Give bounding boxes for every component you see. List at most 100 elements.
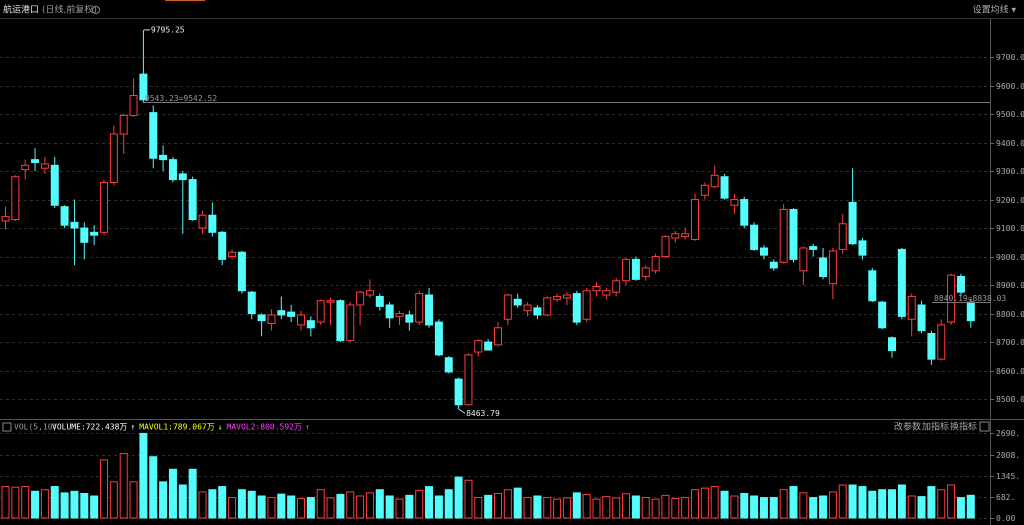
candle-body xyxy=(631,258,640,280)
panel-button[interactable]: 改参数 xyxy=(894,421,921,433)
volume-bar xyxy=(31,490,40,519)
volume-bar xyxy=(208,489,217,519)
candle-body xyxy=(474,340,483,353)
close-box[interactable] xyxy=(979,421,990,432)
volume-bar xyxy=(415,489,424,519)
indicator-label: MAVOL1:789.067万 xyxy=(139,423,214,432)
y-tick-label: 9300.00 xyxy=(996,167,1024,176)
volume-bar xyxy=(100,459,108,519)
volume-bar xyxy=(277,493,286,519)
indicator-label: VOLUME:722.438万 xyxy=(52,423,127,432)
volume-bar xyxy=(188,468,197,519)
candle-body xyxy=(415,293,424,323)
volume-bar xyxy=(80,492,89,519)
ma-menu[interactable]: 设置均线 ▾ xyxy=(973,4,1017,16)
volume-bar xyxy=(888,489,896,519)
y-tick-label: 9600.00 xyxy=(996,82,1024,91)
volume-bar xyxy=(671,498,680,519)
candle-body xyxy=(484,341,493,351)
volume-bar xyxy=(356,495,365,519)
volume-bar xyxy=(691,489,699,519)
volume-bar xyxy=(759,497,768,519)
candle-body xyxy=(267,314,276,325)
volume-bar xyxy=(769,497,778,519)
candle-body xyxy=(572,293,581,323)
volume-bar xyxy=(90,495,99,519)
settings-icon[interactable] xyxy=(92,6,100,14)
candle-body xyxy=(336,300,345,342)
candle-body xyxy=(464,354,473,406)
volume-bar xyxy=(562,497,571,519)
candle-body xyxy=(395,313,404,317)
volume-bar xyxy=(828,491,837,519)
candle-body xyxy=(691,199,699,240)
candle-body xyxy=(494,327,502,346)
volume-bar xyxy=(681,497,690,519)
volume-bar xyxy=(50,486,59,519)
candle-body xyxy=(651,256,660,272)
volume-bar xyxy=(858,486,867,519)
candle-body xyxy=(868,270,877,302)
candle-body xyxy=(799,247,808,272)
volume-bar xyxy=(346,491,355,519)
volume-bar xyxy=(139,432,148,519)
extreme-label: 8463.79 xyxy=(466,409,500,418)
volume-bar xyxy=(70,490,79,519)
volume-bar xyxy=(40,489,49,519)
y-tick-label: 9200.00 xyxy=(996,196,1024,205)
candle-body xyxy=(769,261,778,269)
y-tick-label: 9400.00 xyxy=(996,139,1024,148)
y-tick-label: 8700.00 xyxy=(996,338,1024,347)
volume-bar xyxy=(750,495,759,519)
help-box[interactable] xyxy=(2,422,12,432)
panel-button[interactable]: 换指标 xyxy=(950,421,977,433)
candle-body xyxy=(444,357,453,373)
y-tick-label: 1345. xyxy=(996,472,1020,481)
volume-bar xyxy=(907,495,916,519)
y-tick-label: 2008. xyxy=(996,451,1020,460)
volume-bar xyxy=(297,498,305,519)
candle-body xyxy=(779,209,788,263)
y-tick-label: 682. xyxy=(996,493,1015,502)
candle-body xyxy=(365,290,374,296)
volume-bar xyxy=(444,489,453,519)
candle-body xyxy=(287,311,296,317)
volume-bar xyxy=(129,481,138,519)
level-label: 8840.19=8838.03 xyxy=(934,294,1006,303)
level-label: 9543.23=9542.52 xyxy=(145,94,217,103)
candle-body xyxy=(1,216,10,222)
candle-body xyxy=(454,378,463,406)
y-tick-label: 9000.00 xyxy=(996,253,1024,262)
volume-bar xyxy=(602,496,611,519)
candle-body xyxy=(31,159,40,163)
y-tick-label: 9100.00 xyxy=(996,224,1024,233)
candle-body xyxy=(228,251,237,258)
candle-body xyxy=(60,206,69,226)
candle-body xyxy=(188,179,197,220)
panel-button[interactable]: 加指标 xyxy=(922,421,949,433)
volume-bar xyxy=(326,497,335,519)
candle-body xyxy=(750,224,759,250)
candle-body xyxy=(208,214,217,233)
volume-bar xyxy=(533,495,542,519)
volume-bar xyxy=(484,494,493,519)
candle-body xyxy=(720,176,729,199)
chart-title: 航运港口 xyxy=(3,4,39,16)
volume-bar xyxy=(720,490,729,519)
volume-bar xyxy=(336,493,345,519)
candle-body xyxy=(562,294,571,299)
volume-bar xyxy=(631,495,640,519)
volume-bar xyxy=(710,486,719,519)
candle-body xyxy=(809,246,818,250)
candle-body xyxy=(306,320,315,329)
volume-bar xyxy=(503,489,512,519)
candle-body xyxy=(789,209,798,260)
volume-bar xyxy=(168,468,177,519)
volume-bar xyxy=(109,481,118,519)
extreme-label: 9795.25 xyxy=(151,25,185,34)
volume-bar xyxy=(868,490,877,519)
candle-body xyxy=(641,267,650,277)
candle-body xyxy=(553,295,562,300)
candle-body xyxy=(100,181,108,233)
candle-body xyxy=(346,304,355,342)
